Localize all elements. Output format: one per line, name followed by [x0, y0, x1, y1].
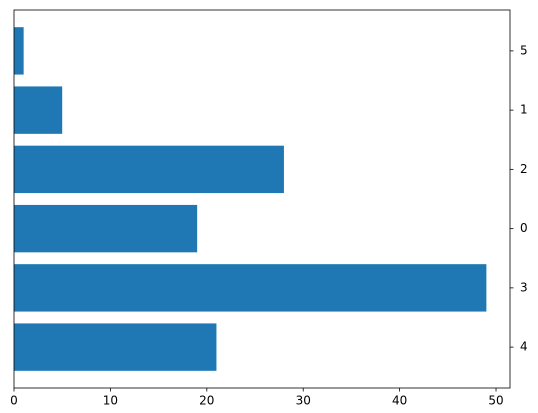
- bar: [14, 86, 63, 134]
- x-tick-label: 40: [392, 394, 407, 408]
- y-tick-label: 0: [520, 221, 528, 235]
- bar: [14, 204, 198, 253]
- y-tick-label: 3: [520, 280, 528, 294]
- bar: [14, 27, 24, 75]
- x-tick-label: 30: [296, 394, 311, 408]
- bar: [14, 264, 487, 312]
- plot-frame: [13, 9, 511, 389]
- x-tick-label: 20: [199, 394, 214, 408]
- y-tick-label: 4: [520, 340, 528, 354]
- x-tick-label: 50: [488, 394, 503, 408]
- y-tick-label: 2: [520, 162, 528, 176]
- y-tick-label: 1: [520, 103, 528, 117]
- y-tick-label: 5: [520, 43, 528, 57]
- bar: [14, 145, 284, 194]
- x-tick-label: 0: [10, 394, 18, 408]
- x-tick-label: 10: [103, 394, 118, 408]
- bar: [14, 323, 217, 371]
